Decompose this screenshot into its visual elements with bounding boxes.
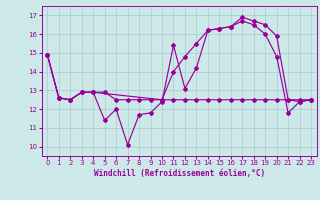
X-axis label: Windchill (Refroidissement éolien,°C): Windchill (Refroidissement éolien,°C) [94, 169, 265, 178]
